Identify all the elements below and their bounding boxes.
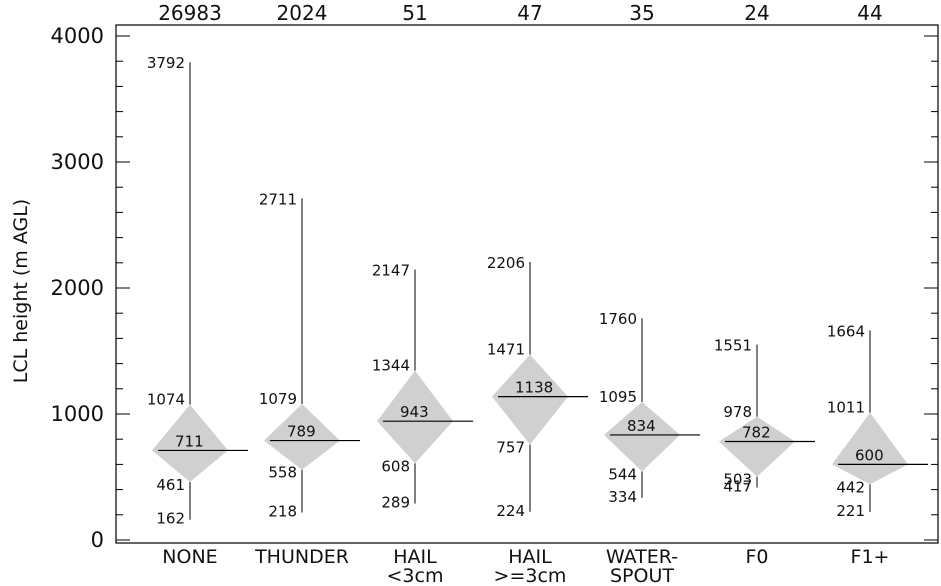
lower-label: 503 [723, 471, 752, 489]
category-label-line2: <3cm [387, 565, 444, 586]
y-axis-title: LCL height (m AGL) [10, 199, 32, 383]
y-tick-label: 0 [91, 528, 104, 552]
lower-label: 608 [381, 457, 410, 475]
iqr-diamond [832, 412, 908, 485]
min-label: 218 [268, 503, 297, 521]
min-label: 162 [156, 510, 185, 528]
diamonds-layer [152, 354, 908, 485]
category-label: F0 [745, 546, 768, 568]
max-label: 2711 [259, 190, 297, 208]
count-label: 24 [744, 1, 769, 25]
upper-label: 1471 [487, 341, 525, 359]
iqr-diamond [264, 404, 340, 470]
max-label: 1760 [599, 310, 637, 328]
count-label: 26983 [158, 1, 222, 25]
count-label: 47 [517, 1, 542, 25]
max-label: 1551 [714, 337, 752, 355]
median-label: 711 [175, 432, 204, 450]
upper-label: 1095 [599, 388, 637, 406]
iqr-diamond [604, 402, 680, 472]
lower-label: 442 [836, 478, 865, 496]
count-label: 44 [857, 1, 882, 25]
median-label: 834 [627, 417, 656, 435]
min-label: 224 [496, 502, 525, 520]
median-label: 1138 [515, 379, 553, 397]
min-label: 289 [381, 494, 410, 512]
upper-label: 1011 [827, 399, 865, 417]
iqr-diamond [719, 416, 795, 477]
max-label: 2147 [372, 261, 410, 279]
upper-label: 1079 [259, 390, 297, 408]
min-label: 334 [608, 488, 637, 506]
median-label: 789 [287, 423, 316, 441]
category-label: HAIL [508, 546, 552, 568]
median-label: 600 [855, 446, 884, 464]
lower-label: 544 [608, 465, 637, 483]
y-tick-label: 2000 [51, 276, 104, 300]
count-label: 35 [629, 1, 654, 25]
category-label-line2: >=3cm [494, 565, 567, 586]
y-tick-label: 1000 [51, 402, 104, 426]
lower-label: 461 [156, 476, 185, 494]
iqr-diamond [492, 354, 568, 445]
category-label-line2: SPOUT [610, 565, 674, 586]
category-label: NONE [162, 546, 217, 568]
category-label: HAIL [393, 546, 437, 568]
upper-label: 1074 [147, 391, 185, 409]
count-label: 51 [402, 1, 427, 25]
category-label: F1+ [851, 546, 890, 568]
iqr-diamond [377, 370, 453, 464]
min-label: 221 [836, 502, 865, 520]
y-tick-label: 4000 [51, 24, 104, 48]
min-label: 417 [723, 477, 752, 495]
max-label: 3792 [147, 54, 185, 72]
y-axis: 0 1000 2000 3000 4000 [51, 24, 938, 552]
data-marks: 3792 1074 711 461 162 2711 1079 789 558 218 2147 13… [147, 54, 928, 528]
lower-label: 558 [268, 464, 297, 482]
upper-label: 978 [723, 403, 752, 421]
max-label: 2206 [487, 254, 525, 272]
plot-frame [115, 24, 939, 544]
category-labels: 26983NONE2024THUNDER51HAIL<3cm47HAIL>=3c… [158, 1, 889, 586]
max-label: 1664 [827, 322, 865, 340]
category-label: WATER- [606, 546, 678, 568]
y-tick-label: 3000 [51, 150, 104, 174]
plot-border [115, 24, 939, 544]
upper-label: 1344 [372, 357, 410, 375]
median-label: 782 [742, 423, 771, 441]
iqr-diamond [152, 404, 228, 482]
lower-label: 757 [496, 439, 525, 457]
count-label: 2024 [277, 1, 328, 25]
category-label: THUNDER [254, 546, 349, 568]
median-label: 943 [400, 403, 429, 421]
